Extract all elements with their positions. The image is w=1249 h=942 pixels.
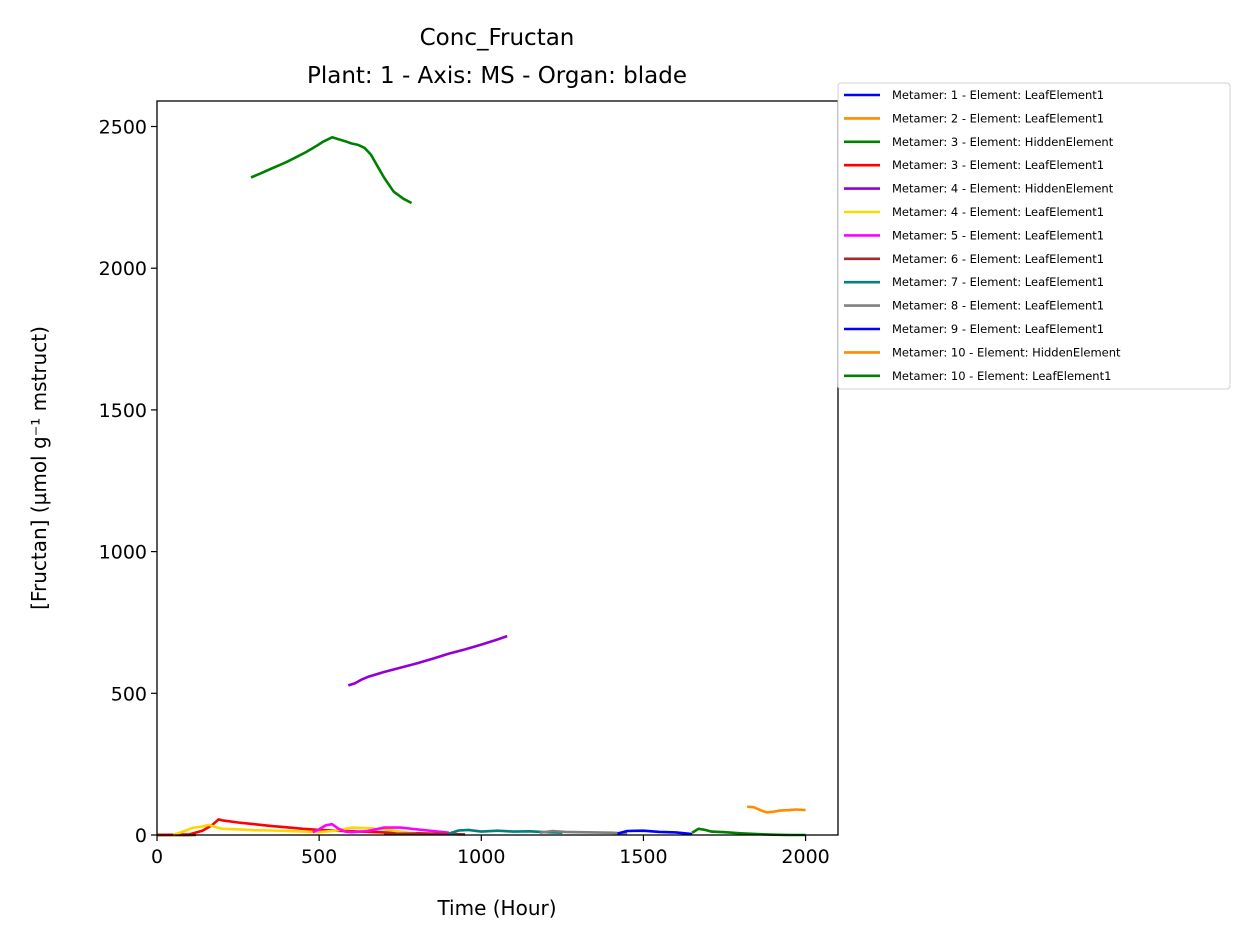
chart-title: Conc_Fructan: [420, 25, 575, 51]
plot-frame: [156, 100, 839, 836]
series-line-7: [383, 832, 466, 836]
y-tick-label-2: 1000: [99, 542, 147, 564]
y-tick-label-4: 2000: [99, 258, 147, 280]
series-line-5: [172, 823, 417, 837]
y-tick-label-5: 2500: [99, 117, 147, 139]
legend-entry-0: Metamer: 1 - Element: LeafElement1: [892, 88, 1104, 102]
x-tick-label-2: 1000: [457, 846, 505, 868]
series-line-11: [747, 805, 806, 814]
series-layer: [156, 136, 806, 837]
series-line-13: [250, 136, 413, 205]
series-line-12: [691, 827, 806, 837]
series-line-9: [539, 829, 628, 835]
legend-entry-1: Metamer: 2 - Element: LeafElement1: [892, 111, 1104, 125]
y-axis: 0 500 1000 1500 2000 2500: [99, 117, 157, 847]
x-tick-label-4: 2000: [781, 846, 829, 868]
x-axis-label: Time (Hour): [436, 896, 556, 920]
legend: Metamer: 1 - Element: LeafElement1 Metame…: [837, 82, 1231, 390]
x-tick-label-3: 1500: [619, 846, 667, 868]
y-axis-label: [Fructan] (µmol g⁻¹ mstruct): [27, 326, 51, 610]
legend-entry-9: Metamer: 8 - Element: LeafElement1: [892, 299, 1104, 313]
chart-subtitle: Plant: 1 - Axis: MS - Organ: blade: [307, 63, 687, 89]
y-tick-label-3: 1500: [99, 400, 147, 422]
legend-frame: [837, 82, 1231, 390]
series-line-6: [312, 822, 450, 834]
y-tick-label-0: 0: [135, 825, 147, 847]
y-tick-label-1: 500: [111, 683, 147, 705]
legend-entry-8: Metamer: 7 - Element: LeafElement1: [892, 275, 1104, 289]
series-line-10: [617, 829, 693, 836]
legend-entry-2: Metamer: 3 - Element: HiddenElement: [892, 135, 1114, 149]
x-tick-label-0: 0: [151, 846, 163, 868]
x-axis: 0 500 1000 1500 2000: [151, 835, 830, 868]
series-line-4: [347, 634, 508, 687]
legend-entry-6: Metamer: 5 - Element: LeafElement1: [892, 228, 1104, 242]
legend-entry-7: Metamer: 6 - Element: LeafElement1: [892, 252, 1104, 266]
legend-entry-5: Metamer: 4 - Element: LeafElement1: [892, 205, 1104, 219]
x-tick-label-1: 500: [301, 846, 337, 868]
legend-entry-12: Metamer: 10 - Element: LeafElement1: [892, 369, 1111, 383]
legend-entry-10: Metamer: 9 - Element: LeafElement1: [892, 322, 1104, 336]
legend-entry-11: Metamer: 10 - Element: HiddenElement: [892, 345, 1121, 359]
legend-entry-4: Metamer: 4 - Element: HiddenElement: [892, 182, 1114, 196]
legend-entry-3: Metamer: 3 - Element: LeafElement1: [892, 158, 1104, 172]
